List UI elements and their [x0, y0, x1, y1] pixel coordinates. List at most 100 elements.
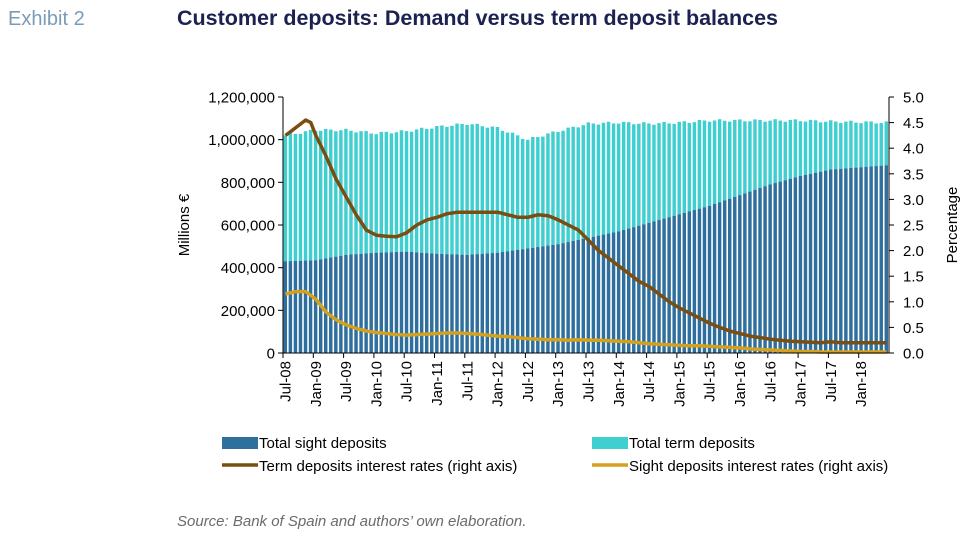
bar-sight-deposits	[379, 252, 383, 353]
bar-sight-deposits	[419, 252, 424, 353]
y-left-tick-label: 1,000,000	[208, 132, 275, 149]
line-series-group	[284, 118, 887, 354]
bar-sight-deposits	[702, 207, 707, 353]
bar-term-deposits	[460, 123, 464, 255]
bar-sight-deposits	[778, 181, 782, 353]
bar-sight-deposits	[616, 231, 621, 353]
bar-term-deposits	[298, 133, 303, 261]
bar-term-deposits	[344, 128, 348, 255]
bar-sight-deposits	[566, 242, 570, 353]
bar-term-deposits	[823, 121, 828, 171]
bar-sight-deposits	[738, 195, 742, 353]
bar-sight-deposits	[389, 252, 394, 353]
bar-sight-deposits	[632, 227, 636, 353]
bar-term-deposits	[884, 121, 888, 166]
bar-sight-deposits	[329, 257, 333, 353]
y-right-tick-label: 0.5	[903, 320, 924, 337]
bar-term-deposits	[495, 126, 500, 253]
bar-sight-deposits	[541, 246, 545, 353]
x-tick-label: Jan-18	[853, 361, 870, 407]
bar-sight-deposits	[435, 253, 439, 353]
bar-term-deposits	[389, 133, 394, 253]
bar-sight-deposits	[677, 214, 681, 353]
bar-sight-deposits	[485, 253, 490, 353]
bar-sight-deposits	[682, 212, 686, 353]
bar-sight-deposits	[829, 169, 833, 353]
bar-sight-deposits	[813, 172, 818, 353]
y-left-tick-label: 1,200,000	[208, 90, 275, 107]
x-tick-label: Jan-11	[429, 361, 446, 406]
bar-sight-deposits	[652, 221, 656, 353]
bar-sight-deposits	[642, 224, 646, 353]
bar-term-deposits	[632, 124, 636, 228]
bar-sight-deposits	[324, 258, 328, 353]
bar-sight-deposits	[455, 254, 459, 353]
bar-term-deposits	[733, 119, 737, 197]
bar-term-deposits	[379, 131, 383, 253]
bar-sight-deposits	[475, 254, 479, 353]
x-tick-label: Jan-09	[308, 361, 325, 407]
bar-sight-deposits	[768, 184, 772, 353]
legend-label-term-deposits: Total term deposits	[629, 435, 755, 452]
bar-sight-deposits	[606, 233, 611, 353]
bar-sight-deposits	[490, 253, 495, 353]
bar-term-deposits	[500, 130, 505, 253]
bar-term-deposits	[404, 131, 409, 252]
bar-term-deposits	[808, 119, 813, 174]
bar-sight-deposits	[823, 170, 828, 353]
bar-term-deposits	[682, 121, 686, 213]
bar-sight-deposits	[283, 261, 288, 353]
line-sight-deposit-rate	[285, 289, 887, 354]
bar-term-deposits	[849, 120, 853, 168]
bar-term-deposits	[844, 121, 848, 169]
bar-sight-deposits	[793, 177, 798, 353]
bar-sight-deposits	[500, 252, 505, 353]
bar-term-deposits	[662, 121, 666, 219]
bar-term-deposits	[576, 127, 580, 240]
bar-term-deposits	[485, 127, 490, 254]
bar-term-deposits	[763, 121, 767, 187]
bar-term-deposits	[369, 133, 373, 254]
bar-sight-deposits	[753, 189, 757, 353]
bar-sight-deposits	[697, 208, 702, 353]
bar-term-deposits	[707, 121, 712, 206]
bar-term-deposits	[627, 122, 631, 229]
y-axis-right-label: Percentage	[944, 187, 961, 264]
legend-swatch-term-deposits	[592, 437, 628, 449]
bar-sight-deposits	[854, 167, 858, 353]
bar-term-deposits	[465, 124, 469, 255]
bar-sight-deposits	[672, 215, 676, 353]
bar-sight-deposits	[561, 243, 565, 353]
bar-term-deposits	[293, 133, 298, 261]
bar-term-deposits	[581, 125, 585, 239]
bar-term-deposits	[308, 129, 313, 261]
y-right-tick-label: 5.0	[903, 90, 924, 107]
bar-sight-deposits	[520, 249, 525, 353]
bar-term-deposits	[520, 138, 525, 250]
bar-term-deposits	[743, 121, 747, 194]
bar-sight-deposits	[404, 251, 409, 353]
bar-sight-deposits	[844, 168, 848, 353]
x-tick-label: Jul-10	[399, 361, 416, 402]
bar-sight-deposits	[834, 169, 838, 353]
bar-series-group	[283, 119, 888, 353]
x-tick-label: Jul-15	[702, 361, 719, 402]
x-tick-label: Jan-16	[732, 361, 749, 407]
bar-sight-deposits	[556, 244, 560, 353]
bar-sight-deposits	[808, 173, 813, 353]
x-tick-label: Jul-09	[338, 361, 355, 402]
bar-sight-deposits	[712, 204, 717, 353]
bar-term-deposits	[334, 131, 338, 257]
bar-sight-deposits	[430, 253, 434, 353]
bar-sight-deposits	[571, 241, 575, 353]
bar-sight-deposits	[874, 166, 878, 353]
bar-term-deposits	[339, 130, 343, 256]
bar-term-deposits	[722, 120, 727, 201]
bar-term-deposits	[571, 126, 575, 241]
bar-sight-deposits	[733, 196, 737, 353]
bar-sight-deposits	[369, 253, 373, 353]
bar-term-deposits	[324, 128, 328, 259]
bar-term-deposits	[702, 120, 707, 208]
bar-sight-deposits	[803, 174, 808, 353]
